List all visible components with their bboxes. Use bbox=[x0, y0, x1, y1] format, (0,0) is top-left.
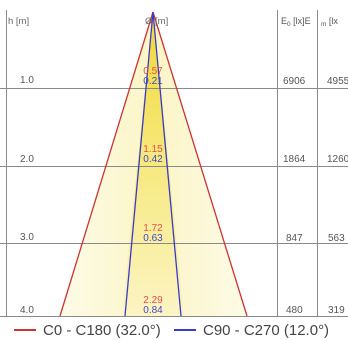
c90-right-boundary bbox=[152, 11, 182, 317]
row-c0-diameter: 2.29 bbox=[143, 295, 163, 306]
legend-c90: C90 - C270 (12.0°) bbox=[174, 320, 329, 340]
row-em-value: 319 bbox=[328, 305, 345, 316]
e0-header: E0 [lx]E bbox=[281, 16, 311, 28]
row-e0-value: 6906 bbox=[283, 76, 306, 87]
legend-c90-swatch bbox=[174, 329, 196, 331]
row-h-label: 4.0 bbox=[20, 305, 34, 316]
grid bbox=[0, 10, 348, 317]
diameter-axis-label: Ø [m] bbox=[145, 16, 168, 27]
h-axis-label: h [m] bbox=[8, 16, 29, 27]
row-h-label: 1.0 bbox=[20, 75, 34, 86]
legend-c0: C0 - C180 (32.0°) bbox=[14, 320, 161, 340]
row-e0-value: 847 bbox=[286, 233, 303, 244]
row-e0-value: 1864 bbox=[283, 154, 306, 165]
row-em-value: 563 bbox=[328, 233, 345, 244]
row-c90-diameter: 0.21 bbox=[143, 76, 163, 87]
row-c90-diameter: 0.63 bbox=[143, 233, 163, 244]
row-h-label: 3.0 bbox=[20, 232, 34, 243]
em-header: m [lx bbox=[321, 16, 338, 28]
row-c90-diameter: 0.84 bbox=[143, 305, 163, 316]
legend-c90-label: C90 - C270 (12.0°) bbox=[203, 321, 330, 339]
beam-core-area bbox=[122, 12, 184, 316]
row-c0-diameter: 1.15 bbox=[143, 144, 163, 155]
row-em-value: 4955 bbox=[327, 76, 348, 87]
row-c90-diameter: 0.42 bbox=[143, 154, 163, 165]
row-em-value: 1260 bbox=[327, 154, 348, 165]
c0-right-boundary bbox=[152, 11, 248, 317]
legend-c0-swatch bbox=[14, 329, 36, 331]
c0-left-boundary bbox=[59, 11, 154, 317]
row-c0-diameter: 0.57 bbox=[143, 66, 163, 77]
row-c0-diameter: 1.72 bbox=[143, 223, 163, 234]
row-e0-value: 480 bbox=[286, 305, 303, 316]
row-h-label: 2.0 bbox=[20, 154, 34, 165]
legend-c0-label: C0 - C180 (32.0°) bbox=[43, 321, 161, 339]
c90-left-boundary bbox=[124, 11, 154, 317]
